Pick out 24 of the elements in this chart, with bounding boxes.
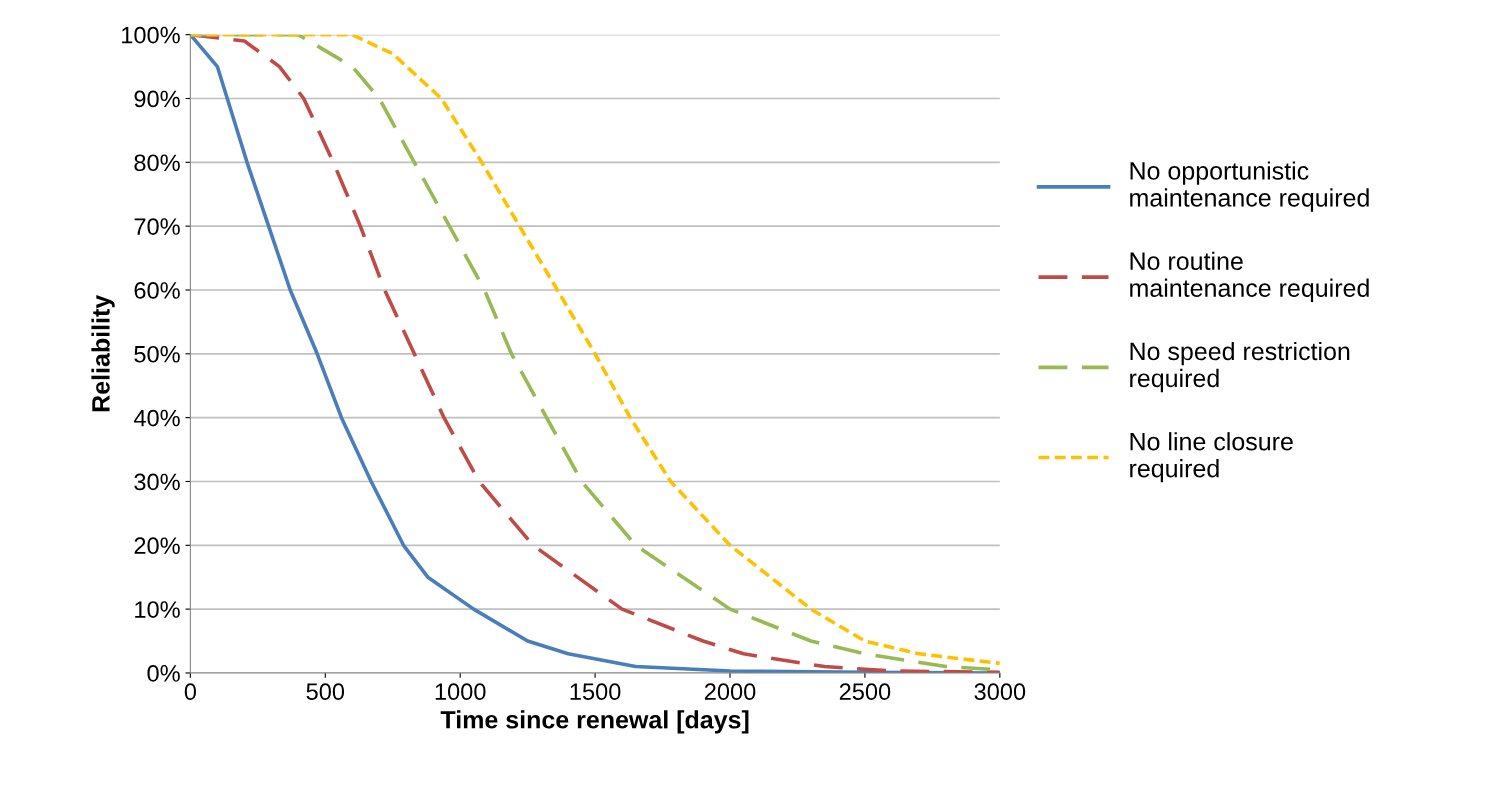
y-tick-label: 50% (134, 345, 180, 363)
legend-label: No routine maintenance required (1130, 251, 1369, 302)
y-tick-label: 10% (135, 601, 180, 618)
x-tick-label: 1000 (435, 683, 486, 701)
y-tick-label: 90% (134, 90, 180, 108)
y-tick-label: 40% (133, 409, 180, 427)
y-tick-label: 80% (134, 154, 180, 172)
x-tick-label: 2000 (704, 683, 756, 701)
y-tick-label: 70% (134, 218, 180, 235)
y-axis-title: Reliability (91, 294, 115, 412)
x-tick-label: 2500 (839, 683, 891, 701)
x-tick-label: 1500 (570, 683, 621, 701)
x-tick-label: 500 (306, 683, 345, 701)
y-tick-label: 0% (147, 665, 180, 682)
legend-label: No speed restriction required (1130, 341, 1350, 393)
x-axis-title: Time since renewal [days] (440, 710, 749, 734)
x-tick-label: 0 (184, 683, 197, 701)
y-tick-label: 20% (134, 537, 180, 555)
y-tick-label: 60% (134, 282, 180, 299)
x-tick-label: 3000 (974, 683, 1026, 701)
y-tick-label: 100% (122, 26, 180, 44)
legend-label: No line closure required (1130, 432, 1293, 483)
legend-label: No opportunistic maintenance required (1130, 161, 1369, 212)
y-tick-label: 30% (134, 473, 180, 491)
